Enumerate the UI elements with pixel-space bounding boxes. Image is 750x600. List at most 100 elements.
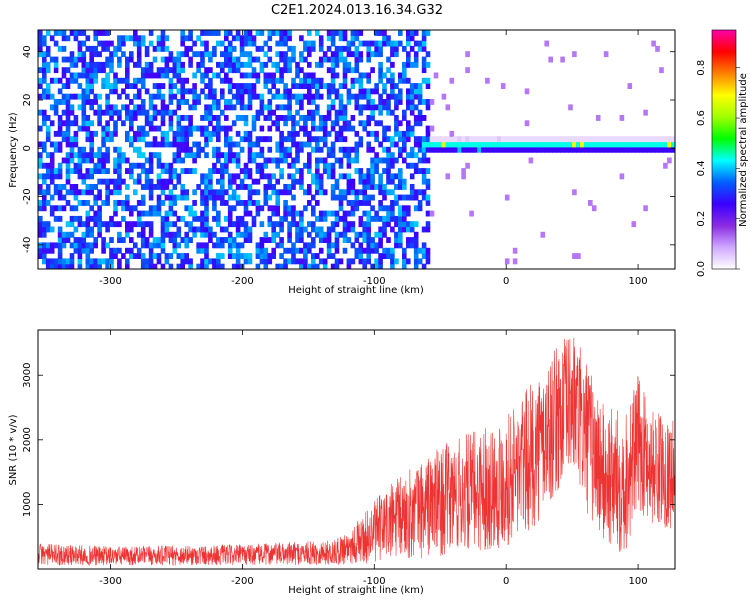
heatmap-cell bbox=[326, 56, 332, 63]
heatmap-cell bbox=[148, 30, 154, 36]
heatmap-cell bbox=[113, 109, 118, 116]
heatmap-cell bbox=[330, 263, 336, 269]
heatmap-cell bbox=[366, 130, 371, 137]
heatmap-cell bbox=[390, 61, 395, 68]
heatmap-cell bbox=[204, 72, 209, 79]
heatmap-cell bbox=[239, 221, 245, 228]
heatmap-cell bbox=[176, 120, 182, 127]
heatmap-cell bbox=[318, 247, 324, 254]
heatmap-cell bbox=[350, 83, 356, 89]
heatmap-cell bbox=[136, 136, 142, 143]
heatmap-cell bbox=[322, 237, 328, 243]
heatmap-cell bbox=[421, 35, 427, 42]
heatmap-cell bbox=[326, 30, 332, 36]
heatmap-cell bbox=[85, 221, 91, 228]
heatmap-cell bbox=[283, 40, 288, 47]
heatmap-cell bbox=[224, 35, 229, 42]
heatmap-cell bbox=[251, 178, 257, 185]
heatmap-cell bbox=[152, 56, 158, 63]
heatmap-cell bbox=[382, 215, 387, 222]
heatmap-cell bbox=[77, 215, 83, 222]
heatmap-cell bbox=[105, 72, 110, 79]
heatmap-cell bbox=[334, 157, 340, 164]
heatmap-cell bbox=[386, 35, 391, 42]
heatmap-cell bbox=[105, 200, 110, 206]
heatmap-cell bbox=[136, 215, 142, 222]
heatmap-cell bbox=[342, 77, 348, 84]
heatmap-cell bbox=[576, 253, 581, 259]
heatmap-cell bbox=[77, 104, 83, 111]
heatmap-cell bbox=[188, 56, 193, 63]
heatmap-cell bbox=[413, 141, 419, 148]
heatmap-cell bbox=[105, 194, 110, 201]
heatmap-cell bbox=[398, 231, 403, 238]
heatmap-cell bbox=[315, 83, 320, 89]
heatmap-cell bbox=[291, 258, 296, 265]
heatmap-cell bbox=[406, 226, 411, 233]
heatmap-cell bbox=[38, 35, 43, 42]
heatmap-cell bbox=[148, 40, 154, 47]
heatmap-cell bbox=[263, 162, 269, 169]
heatmap-cell bbox=[38, 141, 43, 148]
heatmap-cell bbox=[97, 120, 102, 127]
heatmap-cell bbox=[338, 136, 344, 143]
heatmap-cell bbox=[307, 99, 312, 105]
heatmap-cell bbox=[619, 146, 625, 153]
heatmap-cell bbox=[275, 242, 280, 249]
heatmap-cell bbox=[133, 146, 138, 153]
heatmap-cell bbox=[307, 40, 312, 47]
heatmap-cell bbox=[220, 168, 225, 174]
heatmap-cell bbox=[524, 136, 530, 143]
heatmap-cell bbox=[188, 210, 193, 217]
heatmap-cell bbox=[192, 215, 197, 222]
heatmap-cell bbox=[663, 162, 668, 169]
heatmap-cell bbox=[69, 258, 75, 265]
heatmap-cell bbox=[398, 184, 403, 190]
heatmap-cell bbox=[631, 141, 637, 148]
heatmap-cell bbox=[148, 125, 154, 132]
heatmap-cell bbox=[263, 194, 269, 201]
heatmap-cell bbox=[93, 210, 98, 217]
heatmap-cell bbox=[227, 45, 233, 52]
heatmap-cell bbox=[402, 115, 407, 121]
heatmap-cell bbox=[133, 83, 138, 89]
heatmap-cell bbox=[255, 45, 261, 52]
heatmap-cell bbox=[358, 109, 364, 116]
heatmap-cell bbox=[390, 93, 395, 100]
heatmap-cell bbox=[382, 189, 387, 196]
heatmap-cell bbox=[204, 173, 209, 180]
heatmap-cell bbox=[200, 88, 205, 95]
heatmap-cell bbox=[85, 125, 91, 132]
heatmap-cell bbox=[93, 237, 98, 243]
heatmap-cell bbox=[481, 146, 486, 153]
heatmap-cell bbox=[148, 157, 154, 164]
heatmap-cell bbox=[73, 205, 79, 212]
heatmap-cell bbox=[307, 88, 312, 95]
heatmap-cell bbox=[69, 168, 75, 174]
heatmap-cell bbox=[651, 40, 656, 47]
heatmap-cell bbox=[239, 51, 245, 58]
heatmap-cell bbox=[220, 226, 225, 233]
heatmap-cell bbox=[38, 242, 43, 249]
heatmap-cell bbox=[402, 263, 407, 269]
heatmap-cell bbox=[303, 141, 308, 148]
heatmap-cell bbox=[346, 125, 352, 132]
heatmap-cell bbox=[65, 109, 71, 116]
heatmap-cell bbox=[303, 226, 308, 233]
heatmap-cell bbox=[243, 51, 249, 58]
heatmap-cell bbox=[425, 178, 431, 185]
heatmap-cell bbox=[275, 120, 280, 127]
heatmap-cell bbox=[370, 67, 375, 74]
heatmap-cell bbox=[409, 93, 415, 100]
heatmap-cell bbox=[73, 184, 79, 190]
heatmap-cell bbox=[350, 93, 356, 100]
heatmap-cell bbox=[85, 99, 91, 105]
heatmap-cell bbox=[318, 237, 324, 243]
heatmap-cell bbox=[406, 77, 411, 84]
heatmap-cell bbox=[287, 130, 292, 137]
heatmap-cell bbox=[196, 184, 201, 190]
heatmap-cell bbox=[398, 242, 403, 249]
heatmap-cell bbox=[176, 157, 182, 164]
heatmap-cell bbox=[101, 40, 106, 47]
heatmap-cell bbox=[235, 88, 241, 95]
